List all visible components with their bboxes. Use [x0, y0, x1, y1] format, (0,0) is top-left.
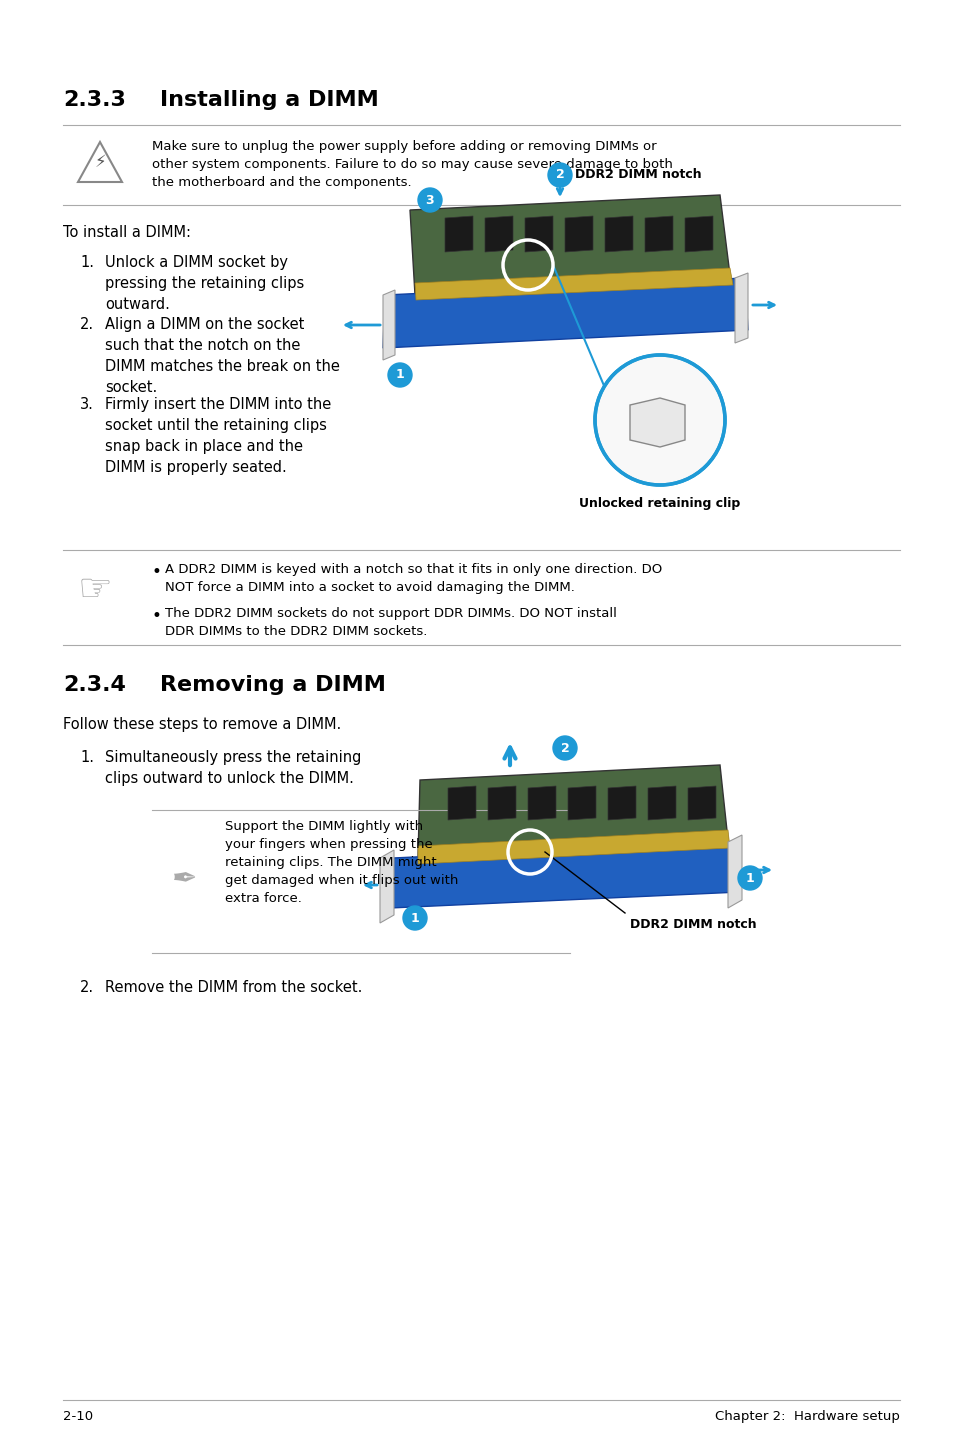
- Circle shape: [388, 362, 412, 387]
- Polygon shape: [382, 290, 395, 360]
- Circle shape: [417, 188, 441, 211]
- Text: To install a DIMM:: To install a DIMM:: [63, 224, 191, 240]
- Text: 2: 2: [555, 168, 564, 181]
- Text: ✒: ✒: [172, 866, 197, 894]
- Text: The DDR2 DIMM sockets do not support DDR DIMMs. DO NOT install
DDR DIMMs to the : The DDR2 DIMM sockets do not support DDR…: [165, 607, 617, 638]
- Text: •: •: [152, 564, 162, 581]
- Text: Unlocked retaining clip: Unlocked retaining clip: [578, 498, 740, 510]
- Text: ☞: ☞: [77, 571, 112, 610]
- Text: •: •: [152, 607, 162, 626]
- Text: Align a DIMM on the socket
such that the notch on the
DIMM matches the break on : Align a DIMM on the socket such that the…: [105, 316, 339, 395]
- Text: 1: 1: [395, 368, 404, 381]
- Circle shape: [402, 906, 427, 930]
- Text: DDR2 DIMM notch: DDR2 DIMM notch: [575, 168, 700, 181]
- Text: Make sure to unplug the power supply before adding or removing DIMMs or
other sy: Make sure to unplug the power supply bef…: [152, 139, 672, 188]
- Polygon shape: [629, 398, 684, 447]
- Polygon shape: [444, 216, 473, 252]
- Polygon shape: [607, 787, 636, 820]
- Polygon shape: [734, 273, 747, 344]
- Circle shape: [553, 736, 577, 761]
- Polygon shape: [567, 787, 596, 820]
- Text: 3: 3: [425, 194, 434, 207]
- Text: 2.3.3: 2.3.3: [63, 91, 126, 109]
- Text: Simultaneously press the retaining
clips outward to unlock the DIMM.: Simultaneously press the retaining clips…: [105, 751, 361, 787]
- Polygon shape: [727, 835, 741, 907]
- Polygon shape: [417, 830, 729, 864]
- Text: Installing a DIMM: Installing a DIMM: [160, 91, 378, 109]
- Polygon shape: [647, 787, 676, 820]
- Polygon shape: [527, 787, 556, 820]
- Polygon shape: [415, 267, 732, 301]
- Circle shape: [738, 866, 761, 890]
- Text: Remove the DIMM from the socket.: Remove the DIMM from the socket.: [105, 981, 362, 995]
- Text: Firmly insert the DIMM into the
socket until the retaining clips
snap back in pl: Firmly insert the DIMM into the socket u…: [105, 397, 331, 475]
- Text: 1: 1: [410, 912, 419, 925]
- Text: Removing a DIMM: Removing a DIMM: [160, 674, 385, 695]
- Polygon shape: [564, 216, 593, 252]
- Text: 2.: 2.: [80, 316, 94, 332]
- Text: 2.3.4: 2.3.4: [63, 674, 126, 695]
- Polygon shape: [382, 278, 747, 348]
- Polygon shape: [390, 843, 740, 907]
- Text: 1.: 1.: [80, 751, 94, 765]
- Polygon shape: [687, 787, 716, 820]
- Polygon shape: [684, 216, 712, 252]
- Text: Follow these steps to remove a DIMM.: Follow these steps to remove a DIMM.: [63, 718, 341, 732]
- Polygon shape: [410, 196, 729, 295]
- Polygon shape: [484, 216, 513, 252]
- Text: Unlock a DIMM socket by
pressing the retaining clips
outward.: Unlock a DIMM socket by pressing the ret…: [105, 255, 304, 312]
- Polygon shape: [448, 787, 476, 820]
- Polygon shape: [524, 216, 553, 252]
- Text: Chapter 2:  Hardware setup: Chapter 2: Hardware setup: [715, 1411, 899, 1424]
- Text: 2.: 2.: [80, 981, 94, 995]
- Polygon shape: [604, 216, 633, 252]
- Text: 1: 1: [745, 871, 754, 884]
- Circle shape: [547, 162, 572, 187]
- Polygon shape: [488, 787, 516, 820]
- Polygon shape: [644, 216, 672, 252]
- Text: 2: 2: [560, 742, 569, 755]
- Polygon shape: [417, 765, 727, 858]
- Text: 3.: 3.: [80, 397, 93, 413]
- Text: ⚡: ⚡: [94, 152, 106, 171]
- Text: 1.: 1.: [80, 255, 94, 270]
- Text: A DDR2 DIMM is keyed with a notch so that it fits in only one direction. DO
NOT : A DDR2 DIMM is keyed with a notch so tha…: [165, 564, 661, 594]
- Polygon shape: [379, 850, 394, 923]
- Text: DDR2 DIMM notch: DDR2 DIMM notch: [629, 917, 756, 930]
- Circle shape: [595, 355, 724, 485]
- Text: Support the DIMM lightly with
your fingers when pressing the
retaining clips. Th: Support the DIMM lightly with your finge…: [225, 820, 457, 905]
- Text: 2-10: 2-10: [63, 1411, 93, 1424]
